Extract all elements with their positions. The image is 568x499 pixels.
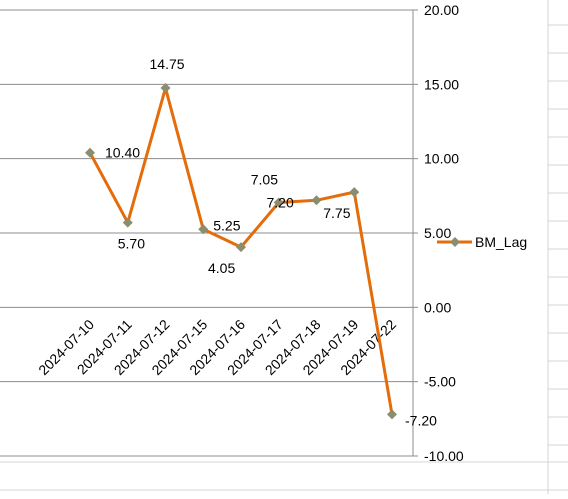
data-label: 7.05 — [251, 172, 278, 188]
data-label: 7.20 — [267, 194, 294, 210]
chart-axes — [412, 9, 418, 457]
x-axis-tick-labels: 2024-07-102024-07-112024-07-122024-07-15… — [35, 316, 399, 378]
series-bm-lag — [85, 83, 397, 420]
y-tick-label: 10.00 — [424, 151, 459, 167]
data-point-marker[interactable] — [160, 83, 171, 94]
chart-gridlines — [0, 9, 413, 457]
data-labels: 10.40 5.70 14.75 5.25 4.05 7.05 7.20 7.75 -7.20 — [105, 56, 437, 428]
legend: BM_Lag — [437, 234, 527, 250]
y-tick-label: -10.00 — [424, 448, 464, 464]
y-tick-label: 20.00 — [424, 2, 459, 18]
y-tick-label: 0.00 — [424, 299, 451, 315]
y-tick-label: 15.00 — [424, 76, 459, 92]
data-point-marker[interactable] — [311, 195, 322, 206]
data-label: 7.75 — [323, 205, 350, 221]
data-label: 5.70 — [118, 236, 145, 252]
legend-label-bm-lag[interactable]: BM_Lag — [475, 234, 527, 250]
data-label: 4.05 — [208, 260, 235, 276]
data-point-marker[interactable] — [236, 242, 246, 253]
data-label: 5.25 — [213, 217, 240, 233]
data-label: 14.75 — [150, 56, 185, 72]
data-point-marker[interactable] — [198, 224, 209, 235]
y-axis-tick-labels: 20.00 15.00 10.00 5.00 0.00 -5.00 -10.00 — [424, 2, 464, 464]
data-point-marker[interactable] — [122, 217, 133, 228]
data-point-marker[interactable] — [273, 197, 284, 208]
data-label: 10.40 — [105, 145, 140, 161]
data-point-marker[interactable] — [349, 187, 360, 198]
y-tick-label: -5.00 — [424, 374, 456, 390]
data-point-marker[interactable] — [387, 409, 397, 420]
data-point-marker[interactable] — [85, 147, 95, 158]
y-tick-label: 5.00 — [424, 225, 451, 241]
legend-marker-swatch — [450, 237, 460, 247]
data-label: -7.20 — [405, 412, 437, 428]
